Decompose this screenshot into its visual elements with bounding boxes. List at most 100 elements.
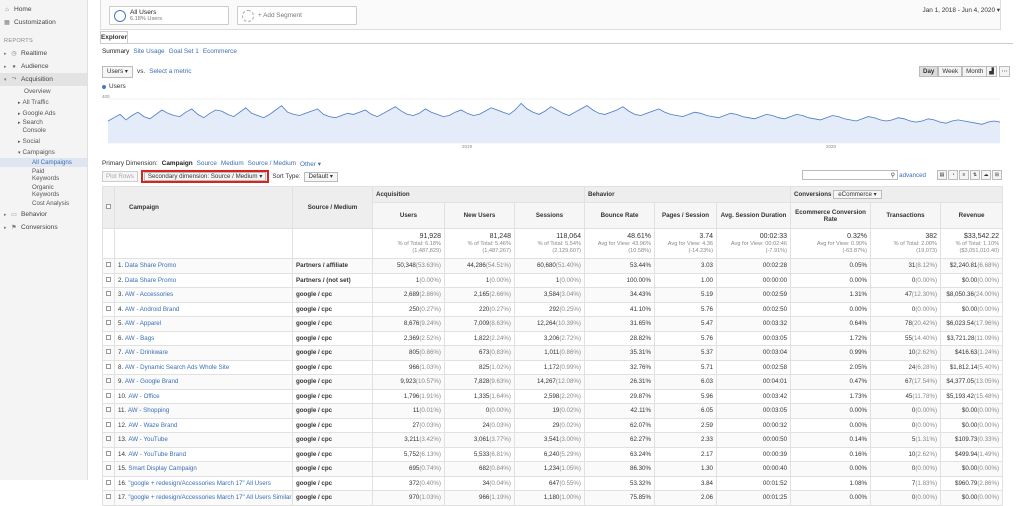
header-avg-session-duration[interactable]: Avg. Session Duration [715, 202, 792, 229]
header-revenue[interactable]: Revenue [940, 202, 1004, 229]
segment-all-users[interactable]: All Users 6.18% Users [109, 6, 229, 25]
row-checkbox[interactable] [106, 262, 111, 268]
nav-acq-campaigns[interactable]: ▾ Campaigns [0, 147, 87, 158]
nav-cost-analysis[interactable]: Cost Analysis [32, 200, 70, 207]
campaign-link[interactable]: AW - Accessories [124, 291, 174, 299]
dimension-other-link[interactable]: Other ▾ [300, 160, 321, 168]
row-checkbox[interactable] [106, 320, 111, 326]
metric-select[interactable]: Users ▾ [102, 65, 134, 78]
conversions-select[interactable]: eCommerce ▾ [833, 190, 882, 199]
row-checkbox[interactable] [106, 450, 111, 456]
nav-acq-google-ads[interactable]: ▸ Google Ads [0, 108, 87, 119]
motion-chart-icon[interactable]: ⋯ [999, 66, 1010, 77]
campaign-link[interactable]: Smart Display Campaign [128, 465, 197, 473]
source-medium-cell[interactable]: google / cpc [292, 359, 373, 375]
row-checkbox[interactable] [106, 276, 111, 282]
source-medium-cell[interactable]: google / cpc [292, 490, 373, 506]
table-row[interactable]: 15. Smart Display Campaign google / cpc 69… [102, 461, 1004, 477]
row-checkbox[interactable] [106, 436, 111, 442]
performance-icon[interactable]: ≡ [959, 170, 969, 180]
subtab-site-usage[interactable]: Site Usage [133, 48, 165, 55]
data-table-icon[interactable]: ▤ [937, 170, 947, 180]
campaign-link[interactable]: AW - Waze Brand [128, 421, 178, 429]
comparison-icon[interactable]: ⇅ [970, 170, 980, 180]
line-chart-icon[interactable]: ▟ [986, 66, 997, 77]
table-row[interactable]: 1. Data Share Promo Partners / affiliate 5… [102, 258, 1004, 274]
campaign-link[interactable]: AW - Apparel [124, 320, 162, 328]
nav-organic-keywords[interactable]: Organic Keywords [32, 184, 60, 198]
nav-behavior[interactable]: ▸ ▭ Behavior [0, 208, 87, 221]
nav-realtime[interactable]: ▸ ◷ Realtime [0, 47, 87, 60]
subtab-ecommerce[interactable]: Ecommerce [202, 48, 237, 55]
campaign-link[interactable]: AW - Shopping [127, 407, 170, 415]
header-ecommerce-conversion-rate[interactable]: Ecommerce Conversion Rate [790, 202, 872, 229]
row-checkbox[interactable] [106, 465, 111, 471]
source-medium-cell[interactable]: google / cpc [292, 446, 373, 462]
table-row[interactable]: 3. AW - Accessories google / cpc 2,689(2.8… [102, 287, 1004, 303]
dimension-source-medium-link[interactable]: Source / Medium [247, 160, 296, 167]
granularity-day-button[interactable]: Day [919, 66, 939, 77]
advanced-filter-link[interactable]: advanced [899, 172, 926, 179]
dimension-medium-link[interactable]: Medium [220, 160, 244, 167]
campaign-link[interactable]: AW - Dynamic Search Ads Whole Site [124, 363, 230, 371]
source-medium-cell[interactable]: google / cpc [292, 417, 373, 433]
table-row[interactable]: 8. AW - Dynamic Search Ads Whole Site goo… [102, 359, 1004, 375]
nav-acq-social[interactable]: ▸ Social [0, 136, 87, 147]
subtab-summary[interactable]: Summary [102, 48, 130, 55]
row-checkbox[interactable] [106, 407, 111, 413]
row-checkbox[interactable] [106, 378, 111, 384]
granularity-week-button[interactable]: Week [938, 66, 963, 77]
campaign-link[interactable]: AW - Google Brand [124, 378, 179, 386]
percentage-icon[interactable]: ◔ [948, 170, 958, 180]
table-row[interactable]: 6. AW - Bags google / cpc 2,369(2.52%) 1,82… [102, 330, 1004, 346]
campaign-link[interactable]: Data Share Promo [124, 276, 177, 284]
campaign-link[interactable]: AW - Bags [124, 334, 155, 342]
header-transactions[interactable]: Transactions [870, 202, 942, 229]
campaign-link[interactable]: AW - Drinkware [124, 349, 168, 357]
row-checkbox[interactable] [106, 494, 111, 500]
sort-type-select[interactable]: Default ▾ [303, 171, 338, 182]
date-range-picker[interactable]: Jan 1, 2018 - Jun 4, 2020 ▾ [923, 6, 1000, 14]
nav-paid-keywords[interactable]: Paid Keywords [32, 168, 60, 182]
tab-explorer[interactable]: Explorer [100, 31, 128, 43]
row-checkbox[interactable] [106, 349, 111, 355]
source-medium-cell[interactable]: google / cpc [292, 301, 373, 317]
source-medium-cell[interactable]: google / cpc [292, 461, 373, 477]
campaign-link[interactable]: AW - YouTube [128, 436, 168, 444]
table-row[interactable]: 17. "google + redesign/Accessories March… [102, 490, 1004, 506]
header-users[interactable]: Users [372, 202, 445, 229]
header-campaign[interactable]: Campaign [114, 186, 293, 229]
source-medium-cell[interactable]: Partners / (not set) [292, 272, 373, 288]
table-row[interactable]: 11. AW - Shopping google / cpc 11(0.01%) 0(… [102, 403, 1004, 419]
table-search-input[interactable]: ⚲ [802, 170, 898, 180]
table-row[interactable]: 12. AW - Waze Brand google / cpc 27(0.03%)… [102, 417, 1004, 433]
subtab-goal-set-1[interactable]: Goal Set 1 [168, 48, 199, 55]
row-checkbox[interactable] [106, 392, 111, 398]
source-medium-cell[interactable]: google / cpc [292, 330, 373, 346]
table-row[interactable]: 14. AW - YouTube Brand google / cpc 5,752(… [102, 446, 1004, 462]
nav-acq-overview[interactable]: Overview [24, 88, 51, 95]
nav-home[interactable]: ⌂ Home [0, 3, 87, 16]
nav-all-campaigns[interactable]: All Campaigns [0, 158, 87, 167]
source-medium-cell[interactable]: google / cpc [292, 388, 373, 404]
nav-customization[interactable]: ▦ Customization [0, 16, 87, 29]
table-row[interactable]: 5. AW - Apparel google / cpc 8,676(9.24%) 7… [102, 316, 1004, 332]
source-medium-cell[interactable]: google / cpc [292, 403, 373, 419]
header-sessions[interactable]: Sessions [514, 202, 585, 229]
add-segment-button[interactable]: + Add Segment [237, 6, 357, 25]
header-new-users[interactable]: New Users [444, 202, 515, 229]
row-checkbox[interactable] [106, 334, 111, 340]
campaign-link[interactable]: AW - Android Brand [124, 305, 180, 313]
campaign-link[interactable]: AW - Office [128, 392, 160, 400]
campaign-link[interactable]: AW - YouTube Brand [128, 450, 187, 458]
row-checkbox[interactable] [106, 421, 111, 427]
table-row[interactable]: 9. AW - Google Brand google / cpc 9,923(10… [102, 374, 1004, 390]
table-row[interactable]: 16. "google + redesign/Accessories March… [102, 475, 1004, 491]
table-row[interactable]: 4. AW - Android Brand google / cpc 250(0.2… [102, 301, 1004, 317]
source-medium-cell[interactable]: google / cpc [292, 316, 373, 332]
table-row[interactable]: 10. AW - Office google / cpc 1,796(1.91%) 1… [102, 388, 1004, 404]
header-bounce-rate[interactable]: Bounce Rate [584, 202, 655, 229]
pivot-icon[interactable]: ⊞ [992, 170, 1002, 180]
header-source-medium[interactable]: Source / Medium [292, 186, 373, 229]
source-medium-cell[interactable]: google / cpc [292, 475, 373, 491]
